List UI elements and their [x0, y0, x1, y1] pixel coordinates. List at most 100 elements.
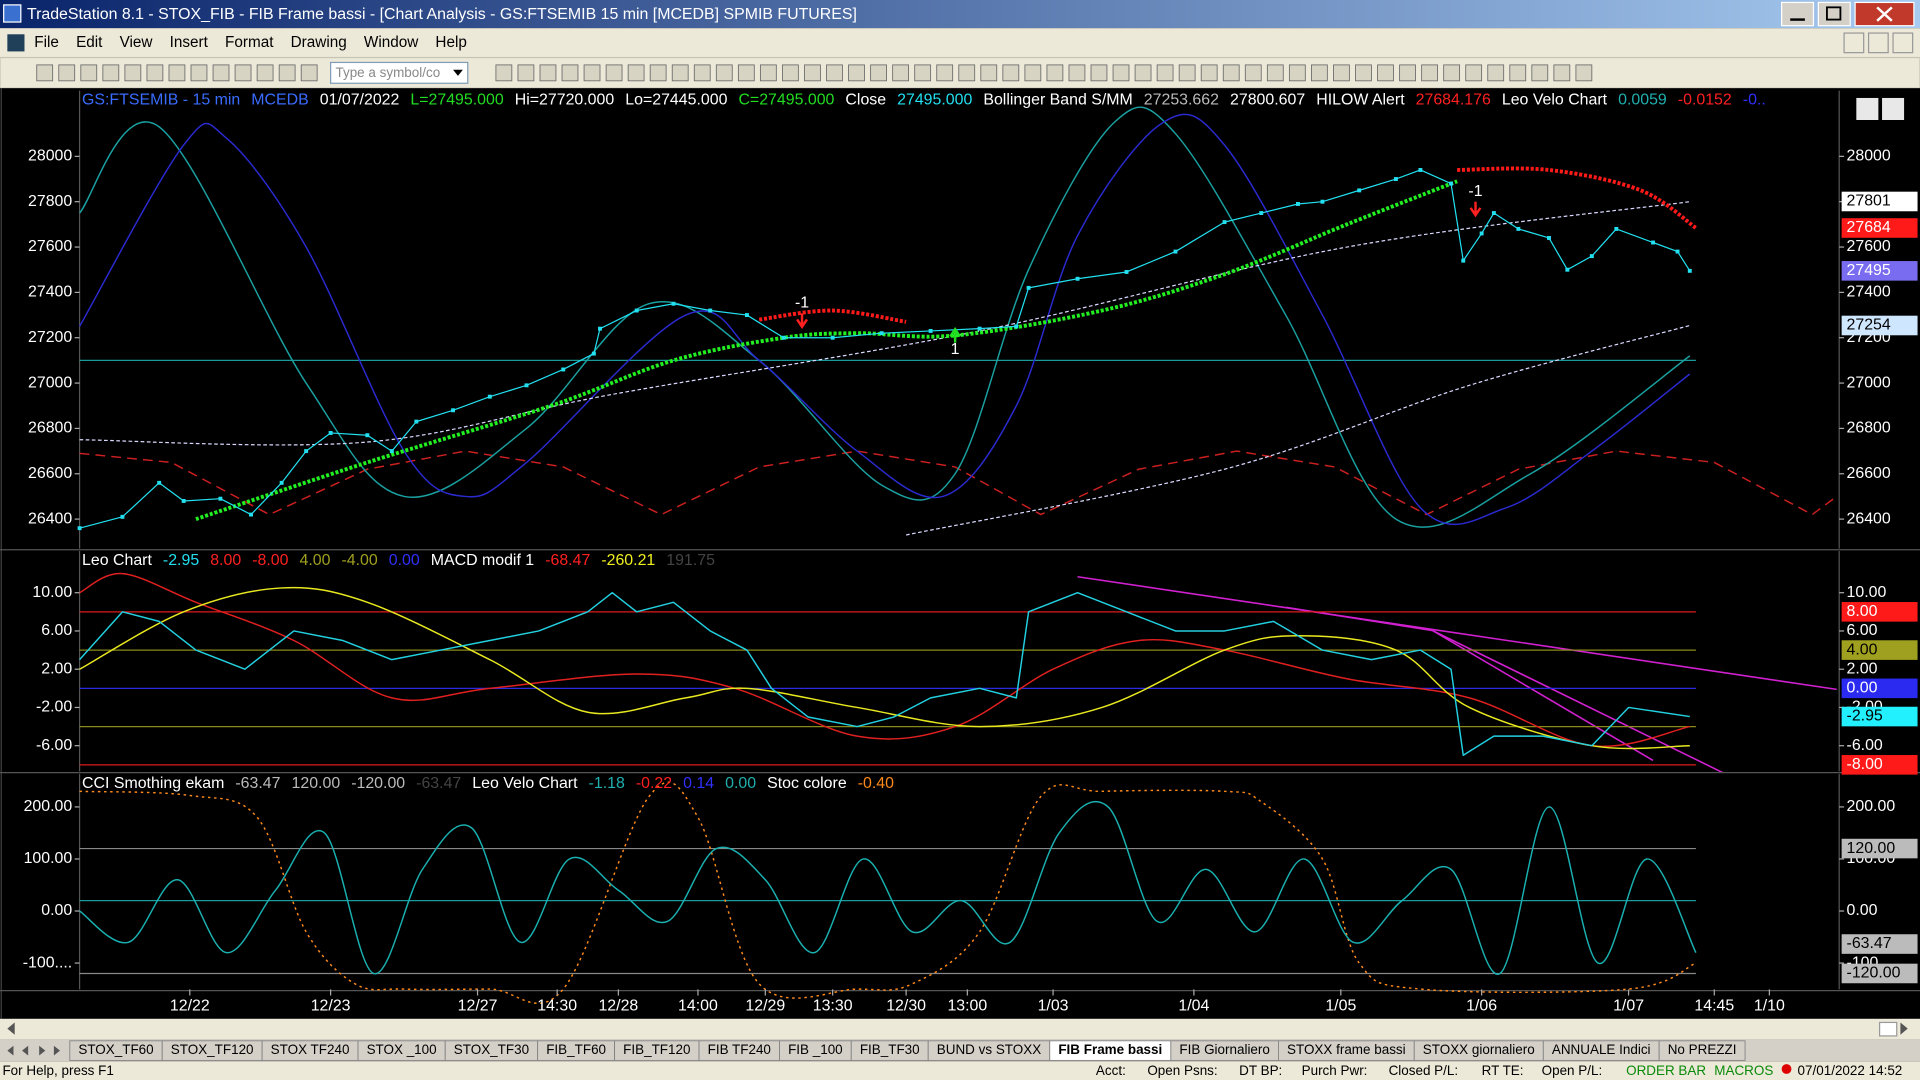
tab-label[interactable]: STOX _100 [367, 1042, 437, 1057]
tool-icon[interactable] [1355, 64, 1372, 82]
tool-icon[interactable] [936, 64, 954, 82]
tool-icon[interactable] [168, 64, 186, 82]
tool-icon[interactable] [914, 64, 932, 82]
tab[interactable]: FIB Frame bassi [1049, 1040, 1172, 1061]
mdi-minimize[interactable] [1843, 32, 1865, 54]
tab-label[interactable]: FIB_TF30 [860, 1042, 920, 1057]
tab[interactable]: STOX_TF60 [69, 1040, 163, 1061]
tool-icon[interactable] [1421, 64, 1438, 82]
chart-window-controls[interactable] [1856, 97, 1905, 120]
tab-label[interactable]: FIB _100 [788, 1042, 843, 1057]
tool-icon[interactable] [1156, 64, 1174, 82]
mdi-restore[interactable] [1867, 32, 1889, 54]
tool-icon[interactable] [583, 64, 601, 82]
tool-icon[interactable] [256, 64, 274, 82]
menu-item[interactable]: View [120, 34, 154, 51]
menu-item[interactable]: Help [435, 34, 466, 51]
tool-icon[interactable] [1553, 64, 1571, 82]
tab[interactable]: STOX_TF30 [444, 1040, 539, 1061]
tool-icon[interactable] [495, 64, 513, 82]
tool-icon[interactable] [1333, 64, 1350, 82]
tool-icon[interactable] [146, 64, 164, 82]
tab-bg[interactable] [1658, 1040, 1746, 1061]
mdi-controls[interactable] [1843, 32, 1914, 54]
tool-icon[interactable] [980, 64, 998, 82]
tool-icon[interactable] [1134, 64, 1152, 82]
scroll-thumb[interactable] [1878, 1021, 1898, 1037]
menu-item[interactable]: Edit [76, 34, 103, 51]
tab-label[interactable]: STOX TF240 [271, 1042, 350, 1057]
tab-label[interactable]: STOXX frame bassi [1287, 1042, 1406, 1057]
tool-icon[interactable] [1244, 64, 1262, 82]
tool-icon[interactable] [1288, 64, 1306, 82]
tool-icon[interactable] [1112, 64, 1130, 82]
tool-icon[interactable] [278, 64, 296, 82]
tool-icon[interactable] [1531, 64, 1549, 82]
mdi-close[interactable] [1892, 32, 1914, 54]
tool-icon[interactable] [671, 64, 689, 82]
tab[interactable]: FIB TF240 [698, 1040, 780, 1061]
tab[interactable]: STOX _100 [357, 1040, 446, 1061]
tool-icon[interactable] [1046, 64, 1064, 82]
tab[interactable]: STOX_TF120 [161, 1040, 263, 1061]
tab[interactable]: STOXX frame bassi [1278, 1040, 1415, 1061]
tab[interactable]: No PREZZI [1658, 1040, 1746, 1061]
tool-icon[interactable] [1399, 64, 1416, 82]
tab[interactable]: FIB _100 [779, 1040, 852, 1061]
tab-label[interactable]: STOX_TF120 [171, 1042, 254, 1057]
tool-icon[interactable] [212, 64, 230, 82]
tool-icon[interactable] [1487, 64, 1505, 82]
tool-icon[interactable] [958, 64, 976, 82]
tool-icon[interactable] [58, 64, 76, 82]
tab[interactable]: BUND vs STOXX [927, 1040, 1051, 1061]
tool-icon[interactable] [1178, 64, 1196, 82]
menu-item[interactable]: Format [225, 34, 274, 51]
tool-icon[interactable] [234, 64, 252, 82]
tab-nav[interactable] [7, 1045, 60, 1056]
tool-icon[interactable] [848, 64, 865, 82]
maximize-button[interactable] [1817, 1, 1851, 27]
tab-label[interactable]: STOXX giornaliero [1423, 1042, 1535, 1057]
tool-icon[interactable] [649, 64, 667, 82]
menu-item[interactable]: File [34, 34, 59, 51]
tool-icon[interactable] [190, 64, 208, 82]
tool-icon[interactable] [1024, 64, 1042, 82]
menu-item[interactable]: Insert [170, 34, 209, 51]
tab-label[interactable]: FIB_TF60 [546, 1042, 606, 1057]
tool-icon[interactable] [693, 64, 711, 82]
tab-label[interactable]: FIB Frame bassi [1058, 1042, 1162, 1057]
chart-minimize[interactable] [1856, 97, 1879, 120]
tab-label[interactable]: ANNUALE Indici [1552, 1042, 1651, 1057]
menu-item[interactable]: Window [364, 34, 419, 51]
tool-icon[interactable] [517, 64, 535, 82]
tool-icon[interactable] [1465, 64, 1483, 82]
tool-icon[interactable] [892, 64, 909, 82]
tool-icon[interactable] [1509, 64, 1527, 82]
tool-icon[interactable] [715, 64, 733, 82]
tab[interactable]: FIB_TF120 [614, 1040, 700, 1061]
tab[interactable]: ANNUALE Indici [1542, 1040, 1660, 1061]
tab-label[interactable]: STOX_TF30 [454, 1042, 529, 1057]
tool-icon[interactable] [1443, 64, 1461, 82]
tab[interactable]: FIB_TF60 [537, 1040, 616, 1061]
tool-icon[interactable] [1068, 64, 1086, 82]
window-controls[interactable] [1781, 1, 1915, 27]
tool-icon[interactable] [627, 64, 645, 82]
tool-icon[interactable] [1090, 64, 1108, 82]
tool-icon[interactable] [102, 64, 120, 82]
tab-label[interactable]: STOX_TF60 [78, 1042, 153, 1057]
tool-icon[interactable] [300, 64, 318, 82]
tab[interactable]: FIB_TF30 [850, 1040, 929, 1061]
tab-label[interactable]: FIB Giornaliero [1179, 1042, 1269, 1057]
tab-label[interactable]: FIB_TF120 [623, 1042, 690, 1057]
tool-icon[interactable] [561, 64, 579, 82]
tab[interactable]: FIB Giornaliero [1170, 1040, 1279, 1061]
tool-icon[interactable] [782, 64, 799, 82]
tab[interactable]: STOXX giornaliero [1413, 1040, 1544, 1061]
tab[interactable]: STOX TF240 [261, 1040, 359, 1061]
tool-icon[interactable] [124, 64, 142, 82]
tool-icon[interactable] [1266, 64, 1284, 82]
tool-icon[interactable] [870, 64, 887, 82]
tool-icon[interactable] [36, 64, 54, 82]
tool-icon[interactable] [1575, 64, 1593, 82]
